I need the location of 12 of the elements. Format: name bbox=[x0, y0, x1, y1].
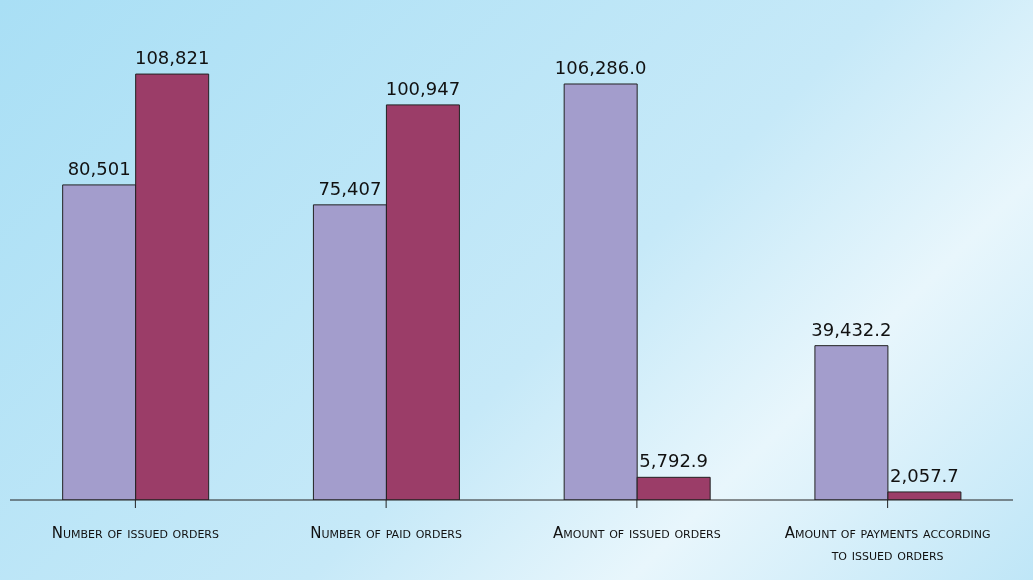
x-tick-label: Amount of issued orders bbox=[553, 524, 721, 542]
x-tick-label: Amount of payments according to issued orders bbox=[784, 524, 991, 564]
data-label: 100,947 bbox=[385, 77, 461, 99]
data-label: 108,821 bbox=[134, 47, 210, 69]
x-tick-label: Number of issued orders bbox=[51, 524, 219, 542]
data-label: 75,407 bbox=[318, 177, 382, 199]
x-tick-label: Number of paid orders bbox=[310, 524, 462, 542]
data-label: 2,057.7 bbox=[890, 464, 959, 486]
data-label: 5,792.9 bbox=[639, 450, 709, 472]
data-label: 80,501 bbox=[67, 157, 131, 179]
data-label: 39,432.2 bbox=[811, 318, 892, 340]
data-label: 106,286.0 bbox=[554, 57, 647, 78]
